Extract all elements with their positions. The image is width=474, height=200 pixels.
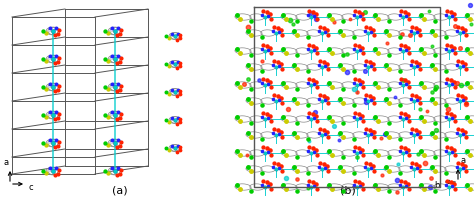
Text: c: c xyxy=(28,183,33,192)
Text: (a): (a) xyxy=(112,185,128,195)
Text: a: a xyxy=(3,157,9,166)
Text: b: b xyxy=(435,181,440,190)
Text: (b): (b) xyxy=(340,185,356,195)
Text: a: a xyxy=(461,155,466,164)
